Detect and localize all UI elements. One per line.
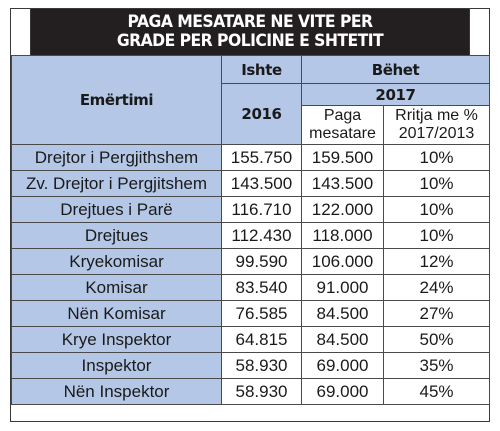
salary-2017: 122.000 — [301, 196, 384, 223]
rank-name: Komisar — [11, 274, 222, 301]
header-rritja-line-2: 2017/2013 — [398, 125, 475, 142]
salary-2017: 159.500 — [301, 144, 384, 171]
salary-2016: 99.590 — [221, 248, 302, 275]
salary-table: Emërtimi Ishte Bëhet 2016 2017 Paga mesa… — [11, 55, 491, 405]
header-rritja: Rritja me % 2017/2013 — [382, 105, 491, 145]
salary-2016: 143.500 — [221, 170, 302, 197]
title-line-2: GRADE PER POLICINE E SHTETIT — [116, 31, 384, 51]
growth-percent: 10% — [382, 144, 491, 171]
table-row: Nën Komisar 76.585 84.500 27% — [11, 300, 491, 327]
table-row: Kryekomisar 99.590 106.000 12% — [11, 248, 491, 275]
table-row: Nën Inspektor 58.930 69.000 45% — [11, 378, 491, 405]
salary-2016: 116.710 — [221, 196, 302, 223]
table-row: Drejtues 112.430 118.000 10% — [11, 222, 491, 249]
header-ishte: Ishte — [221, 55, 302, 84]
rank-name: Drejtues i Parë — [11, 196, 222, 223]
salary-2016: 64.815 — [221, 326, 302, 353]
salary-2017: 84.500 — [301, 300, 384, 327]
rank-name: Drejtues — [11, 222, 222, 249]
salary-2017: 84.500 — [301, 326, 384, 353]
salary-table-figure: PAGA MESATARE NE VITE PER GRADE PER POLI… — [10, 8, 491, 422]
rank-name: Drejtor i Pergjithshem — [11, 144, 222, 171]
growth-percent: 50% — [382, 326, 491, 353]
header-paga-line-1: Paga — [323, 107, 362, 124]
growth-percent: 35% — [382, 352, 491, 379]
salary-2017: 69.000 — [301, 352, 384, 379]
header-year-2016: 2016 — [221, 83, 302, 145]
rank-name: Zv. Drejtor i Pergjitshem — [11, 170, 222, 197]
header-rritja-line-1: Rritja me % — [395, 107, 478, 124]
growth-percent: 45% — [382, 378, 491, 405]
table-row: Krye Inspektor 64.815 84.500 50% — [11, 326, 491, 353]
growth-percent: 10% — [382, 222, 491, 249]
salary-2017: 69.000 — [301, 378, 384, 405]
rank-name: Krye Inspektor — [11, 326, 222, 353]
rank-name: Kryekomisar — [11, 248, 222, 275]
salary-2017: 91.000 — [301, 274, 384, 301]
growth-percent: 27% — [382, 300, 491, 327]
table-row: Inspektor 58.930 69.000 35% — [11, 352, 491, 379]
salary-2017: 106.000 — [301, 248, 384, 275]
salary-2016: 58.930 — [221, 352, 302, 379]
table-row: Komisar 83.540 91.000 24% — [11, 274, 491, 301]
header-paga-line-2: mesatare — [309, 125, 376, 142]
header-paga-mesatare: Paga mesatare — [301, 105, 384, 145]
table-row: Drejtues i Parë 116.710 122.000 10% — [11, 196, 491, 223]
salary-2016: 58.930 — [221, 378, 302, 405]
growth-percent: 12% — [382, 248, 491, 275]
salary-2017: 143.500 — [301, 170, 384, 197]
rank-name: Nën Inspektor — [11, 378, 222, 405]
table-row: Zv. Drejtor i Pergjitshem 143.500 143.50… — [11, 170, 491, 197]
growth-percent: 10% — [382, 170, 491, 197]
header-emertimi: Emërtimi — [11, 55, 222, 145]
salary-2016: 155.750 — [221, 144, 302, 171]
salary-2016: 76.585 — [221, 300, 302, 327]
growth-percent: 10% — [382, 196, 491, 223]
title-line-1: PAGA MESATARE NE VITE PER — [127, 12, 374, 32]
header-year-2017: 2017 — [300, 83, 491, 106]
salary-2017: 118.000 — [301, 222, 384, 249]
salary-2016: 112.430 — [221, 222, 302, 249]
header-behet: Bëhet — [300, 55, 491, 84]
growth-percent: 24% — [382, 274, 491, 301]
rank-name: Nën Komisar — [11, 300, 222, 327]
rank-name: Inspektor — [11, 352, 222, 379]
table-row: Drejtor i Pergjithshem 155.750 159.500 1… — [11, 144, 491, 171]
salary-2016: 83.540 — [221, 274, 302, 301]
table-title: PAGA MESATARE NE VITE PER GRADE PER POLI… — [30, 9, 470, 55]
